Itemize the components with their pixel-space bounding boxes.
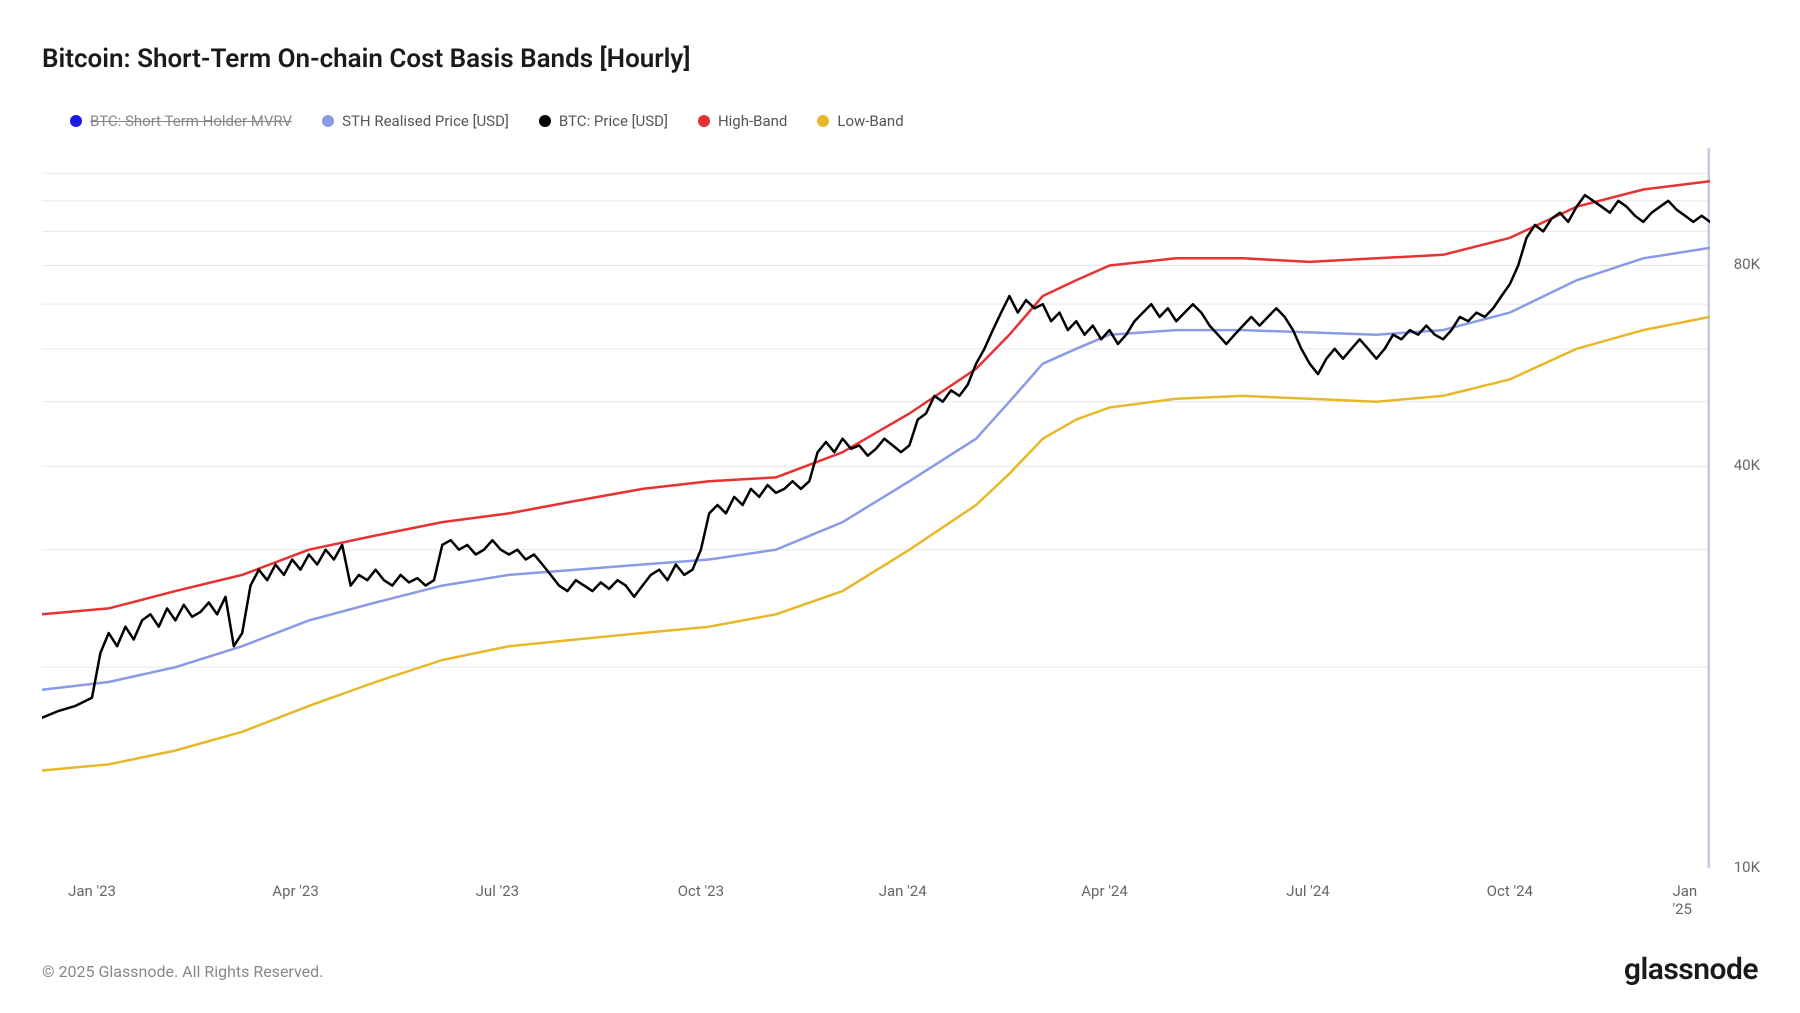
x-axis-label: Jan '25: [1672, 882, 1697, 918]
legend-label: BTC: Price [USD]: [559, 112, 668, 130]
legend-dot-icon: [539, 115, 551, 127]
y-axis-label: 80K: [1734, 255, 1760, 273]
chart-area: 10K40K80K: [42, 148, 1710, 868]
legend-item[interactable]: Low-Band: [817, 112, 903, 130]
x-axis-labels: Jan '23 Apr '23 Jul '23 Oct '23 Jan '24 Apr '…: [42, 882, 1710, 912]
copyright-text: © 2025 Glassnode. All Rights Reserved.: [42, 962, 323, 981]
legend-dot-icon: [70, 115, 82, 127]
x-axis-label: Jul '23: [476, 882, 519, 900]
y-axis-label: 10K: [1734, 858, 1760, 876]
x-axis-label: Oct '24: [1487, 882, 1533, 900]
x-axis-label: Jul '24: [1286, 882, 1329, 900]
x-axis-label: Jan '23: [68, 882, 116, 900]
legend-item[interactable]: BTC: Short Term Holder MVRV: [70, 112, 292, 130]
legend-label: Low-Band: [837, 112, 903, 130]
x-axis-label: Jan '24: [879, 882, 927, 900]
legend-dot-icon: [817, 115, 829, 127]
legend-item[interactable]: High-Band: [698, 112, 787, 130]
legend-label: STH Realised Price [USD]: [342, 112, 509, 130]
legend-dot-icon: [322, 115, 334, 127]
chart-title: Bitcoin: Short-Term On-chain Cost Basis …: [42, 44, 690, 74]
plot-svg: [42, 148, 1710, 868]
legend-item[interactable]: STH Realised Price [USD]: [322, 112, 509, 130]
y-axis-label: 40K: [1734, 456, 1760, 474]
legend-item[interactable]: BTC: Price [USD]: [539, 112, 668, 130]
legend: BTC: Short Term Holder MVRV STH Realised …: [70, 112, 904, 130]
x-axis-label: Apr '24: [1081, 882, 1128, 900]
x-axis-label: Apr '23: [272, 882, 319, 900]
legend-label: BTC: Short Term Holder MVRV: [90, 112, 292, 130]
legend-label: High-Band: [718, 112, 787, 130]
legend-dot-icon: [698, 115, 710, 127]
x-axis-label: Oct '23: [678, 882, 724, 900]
brand-logo: glassnode: [1624, 952, 1758, 987]
